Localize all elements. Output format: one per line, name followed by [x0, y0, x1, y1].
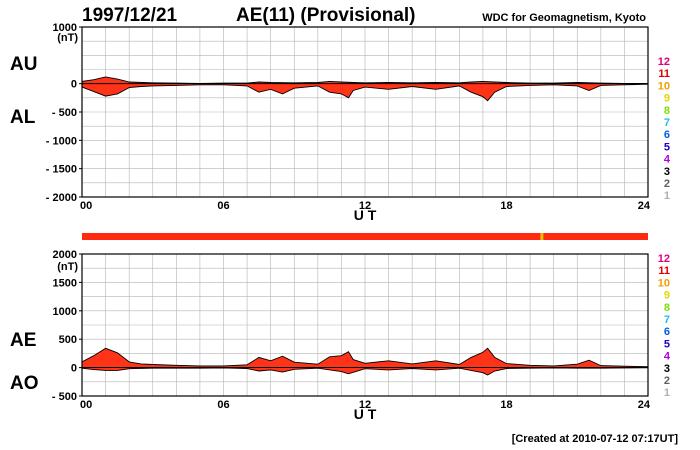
ae-ao-series-ao-area	[81, 367, 649, 376]
au-al-y-tick-label: - 1000	[46, 135, 77, 147]
ae-ao-y-tick-labels: 2000 1500 1000 500 0 - 500	[52, 249, 82, 403]
au-al-station-index-9: 9	[664, 93, 670, 105]
ae-ao-station-index-2: 2	[664, 375, 670, 387]
date-title: 1997/12/21	[82, 5, 178, 26]
au-al-station-index-3: 3	[664, 166, 670, 178]
ae-ao-station-index-1: 1	[664, 387, 670, 399]
au-al-station-index-10: 10	[658, 80, 670, 92]
au-al-y-tick-label: 1000	[53, 22, 77, 34]
au-al-station-index-12: 12	[658, 56, 670, 68]
coverage-bar-marker	[540, 233, 544, 240]
au-al-y-tick-labels: 1000 0 - 500 - 1000 - 1500 - 2000	[46, 22, 82, 204]
ae-ao-x-axis-label: U T	[354, 406, 377, 422]
ae-ao-x-tick-label: 24	[638, 399, 651, 411]
ae-ao-series-ae-area	[81, 347, 649, 369]
ae-ao-station-index-12: 12	[658, 253, 670, 265]
au-al-station-index-4: 4	[664, 154, 671, 166]
au-al-grid	[82, 27, 648, 197]
source-label: WDC for Geomagnetism, Kyoto	[482, 12, 646, 24]
au-al-station-index-8: 8	[664, 105, 670, 117]
created-timestamp: [Created at 2010-07-12 07:17UT]	[512, 433, 679, 445]
ae-ao-y-tick-label: 1000	[53, 306, 77, 318]
au-al-station-index-7: 7	[664, 117, 670, 129]
ae-ao-x-tick-labels: 00 06 12 18 24	[80, 399, 651, 411]
au-al-station-index-6: 6	[664, 129, 670, 141]
au-al-y-tick-label: - 1500	[46, 164, 77, 176]
ae-ao-y-tick-label: 2000	[53, 249, 77, 261]
ae-ao-station-index-4: 4	[664, 351, 671, 363]
au-al-series-al-area	[81, 83, 649, 102]
au-al-x-tick-label: 00	[80, 200, 92, 212]
ao-side-label: AO	[10, 373, 39, 394]
au-al-station-index-1: 1	[664, 190, 670, 202]
ae-ao-station-index-11: 11	[658, 265, 670, 277]
au-al-x-tick-label: 24	[638, 200, 651, 212]
au-al-y-tick-label: - 500	[52, 107, 77, 119]
ae-ao-station-index-8: 8	[664, 302, 670, 314]
ae-ao-plot	[81, 347, 649, 376]
ae-ao-frame	[81, 253, 649, 397]
au-al-station-index-11: 11	[658, 68, 670, 80]
ae-ao-grid	[82, 254, 648, 396]
ae-ao-x-tick-label: 12	[359, 399, 371, 411]
au-al-x-tick-label: 18	[500, 200, 512, 212]
al-side-label: AL	[10, 107, 36, 128]
au-al-series-au-area	[81, 76, 649, 85]
au-side-label: AU	[10, 54, 37, 75]
ae-ao-y-tick-label: 500	[59, 334, 77, 346]
ae-ao-station-index-5: 5	[664, 338, 670, 350]
ae-ao-unit-label: (nT)	[57, 261, 78, 273]
au-al-x-tick-label: 12	[359, 200, 371, 212]
ae-ao-x-tick-label: 00	[80, 399, 92, 411]
au-al-y-tick-label: 0	[71, 79, 77, 91]
au-al-station-index-5: 5	[664, 141, 670, 153]
ae-ao-station-index-3: 3	[664, 363, 670, 375]
ae-ao-y-tick-label: 0	[71, 363, 77, 375]
ae-side-label: AE	[10, 330, 36, 351]
ae-ao-station-index-9: 9	[664, 290, 670, 302]
coverage-bar-fill	[82, 233, 648, 240]
au-al-station-index-2: 2	[664, 178, 670, 190]
ae-ao-y-tick-label: - 500	[52, 391, 77, 403]
index-title: AE(11) (Provisional)	[236, 5, 416, 26]
ae-ao-station-index-6: 6	[664, 326, 670, 338]
au-al-y-tick-label: - 2000	[46, 192, 77, 204]
data-coverage-bar	[82, 233, 648, 240]
au-al-x-tick-labels: 00 06 12 18 24	[80, 200, 651, 212]
ae-ao-y-tick-label: 1500	[53, 277, 77, 289]
ae-ao-station-index-7: 7	[664, 314, 670, 326]
ae-ao-x-tick-label: 06	[217, 399, 229, 411]
au-al-unit-label: (nT)	[57, 32, 78, 44]
au-al-x-axis-label: U T	[354, 207, 377, 223]
ae-ao-x-tick-label: 18	[500, 399, 512, 411]
au-al-plot	[81, 76, 649, 102]
ae-ao-station-index-10: 10	[658, 277, 670, 289]
au-al-x-tick-label: 06	[217, 200, 229, 212]
